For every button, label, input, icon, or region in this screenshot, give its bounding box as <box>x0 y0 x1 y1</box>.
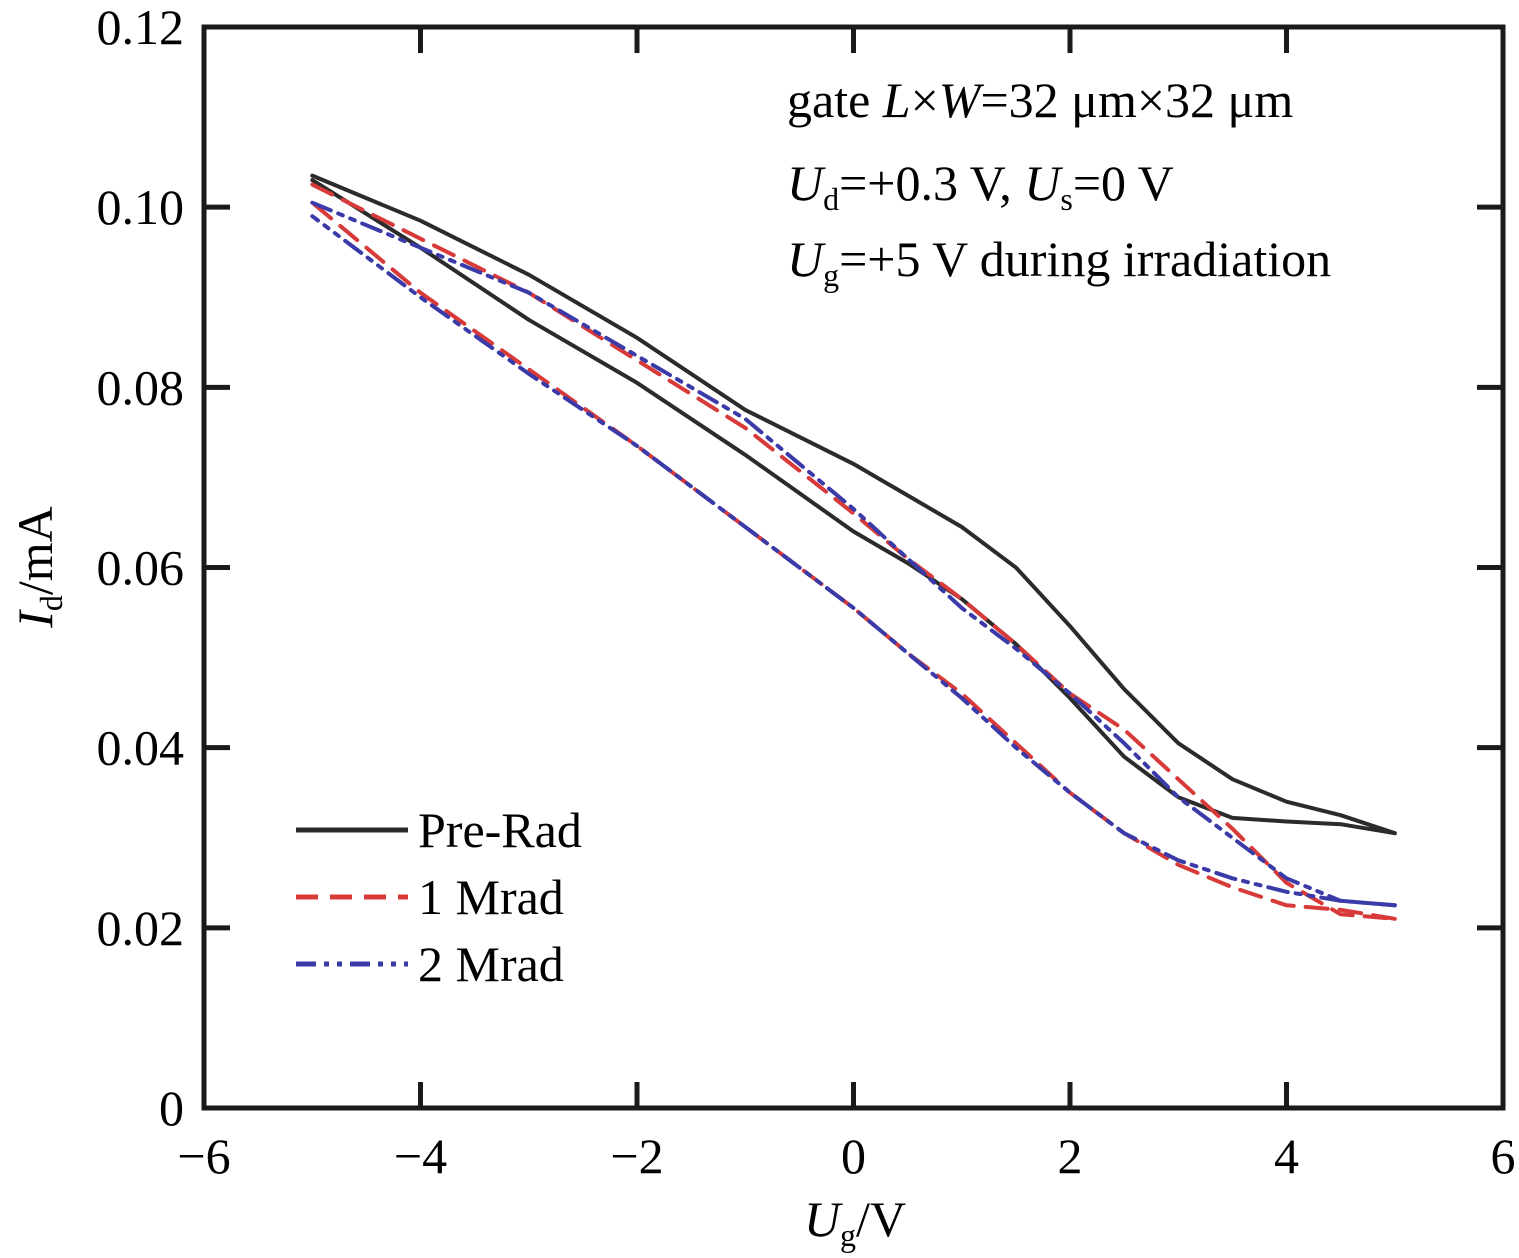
series-line-pre-rad-reverse <box>310 178 1397 836</box>
legend-label-1-mrad: 1 Mrad <box>418 869 564 925</box>
x-tick-label: 4 <box>1274 1128 1299 1184</box>
axis-ticks <box>204 27 1503 1108</box>
y-tick-label: 0.12 <box>97 0 185 55</box>
legend-label-pre-rad: Pre-Rad <box>418 802 582 858</box>
legend-label-2-mrad: 2 Mrad <box>418 936 564 992</box>
x-tick-label: 2 <box>1058 1128 1083 1184</box>
annotation-irradiation-bias: Ug=+5 V during irradiation <box>787 231 1331 293</box>
y-tick-label: 0 <box>159 1080 184 1136</box>
annotation-bias-conditions: Ud=+0.3 V, Us=0 V <box>787 155 1174 217</box>
series-lines <box>310 173 1397 921</box>
x-axis-title: Ug/V <box>804 1191 906 1253</box>
series-line-1-mrad-reverse <box>310 200 1397 921</box>
y-tick-label: 0.10 <box>97 179 185 235</box>
legend: Pre-Rad 1 Mrad 2 Mrad <box>296 802 582 992</box>
annotation-gate-size: gate L×W=32 μm×32 μm <box>787 72 1293 128</box>
x-tick-label: 0 <box>841 1128 866 1184</box>
series-line-2-mrad-reverse <box>310 214 1397 908</box>
y-axis-title: Id/mA <box>7 506 69 629</box>
x-tick-label: −4 <box>394 1128 447 1184</box>
series-line-2-mrad-forward <box>310 200 1397 908</box>
x-tick-label: −2 <box>610 1128 663 1184</box>
x-tick-label: 6 <box>1491 1128 1516 1184</box>
y-tick-label: 0.08 <box>97 359 185 415</box>
axis-tick-labels: −6 −4 −2 0 2 4 6 0 0.02 0.04 0.06 0.08 0.10 0.12 <box>97 0 1516 1184</box>
y-tick-label: 0.04 <box>97 720 185 776</box>
x-tick-label: −6 <box>177 1128 230 1184</box>
series-line-pre-rad-forward <box>310 173 1397 836</box>
y-tick-label: 0.06 <box>97 540 185 596</box>
y-tick-label: 0.02 <box>97 900 185 956</box>
